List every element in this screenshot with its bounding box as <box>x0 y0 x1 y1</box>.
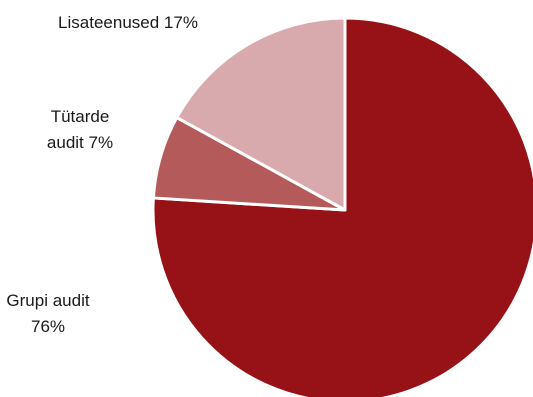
pie-label-line: 76% <box>31 317 65 336</box>
pie-slice-lisateenused <box>175 16 347 212</box>
pie-labels: Grupi audit 76% Tütarde audit 7% Lisateenuse… <box>6 13 198 336</box>
pie-label-line: Tütarde <box>51 107 110 126</box>
pie-label-line: Grupi audit <box>6 291 89 310</box>
pie-label-grupi-audit: Grupi audit 76% <box>6 291 89 336</box>
pie-label-t-tarde-audit: Tütarde audit 7% <box>47 107 113 152</box>
pie-label-line: audit 7% <box>47 133 113 152</box>
pie-slices <box>151 16 533 397</box>
pie-label-line: Lisateenused 17% <box>58 13 198 32</box>
pie-label-lisateenused: Lisateenused 17% <box>58 13 198 32</box>
pie-slice-grupi-audit <box>151 16 533 397</box>
